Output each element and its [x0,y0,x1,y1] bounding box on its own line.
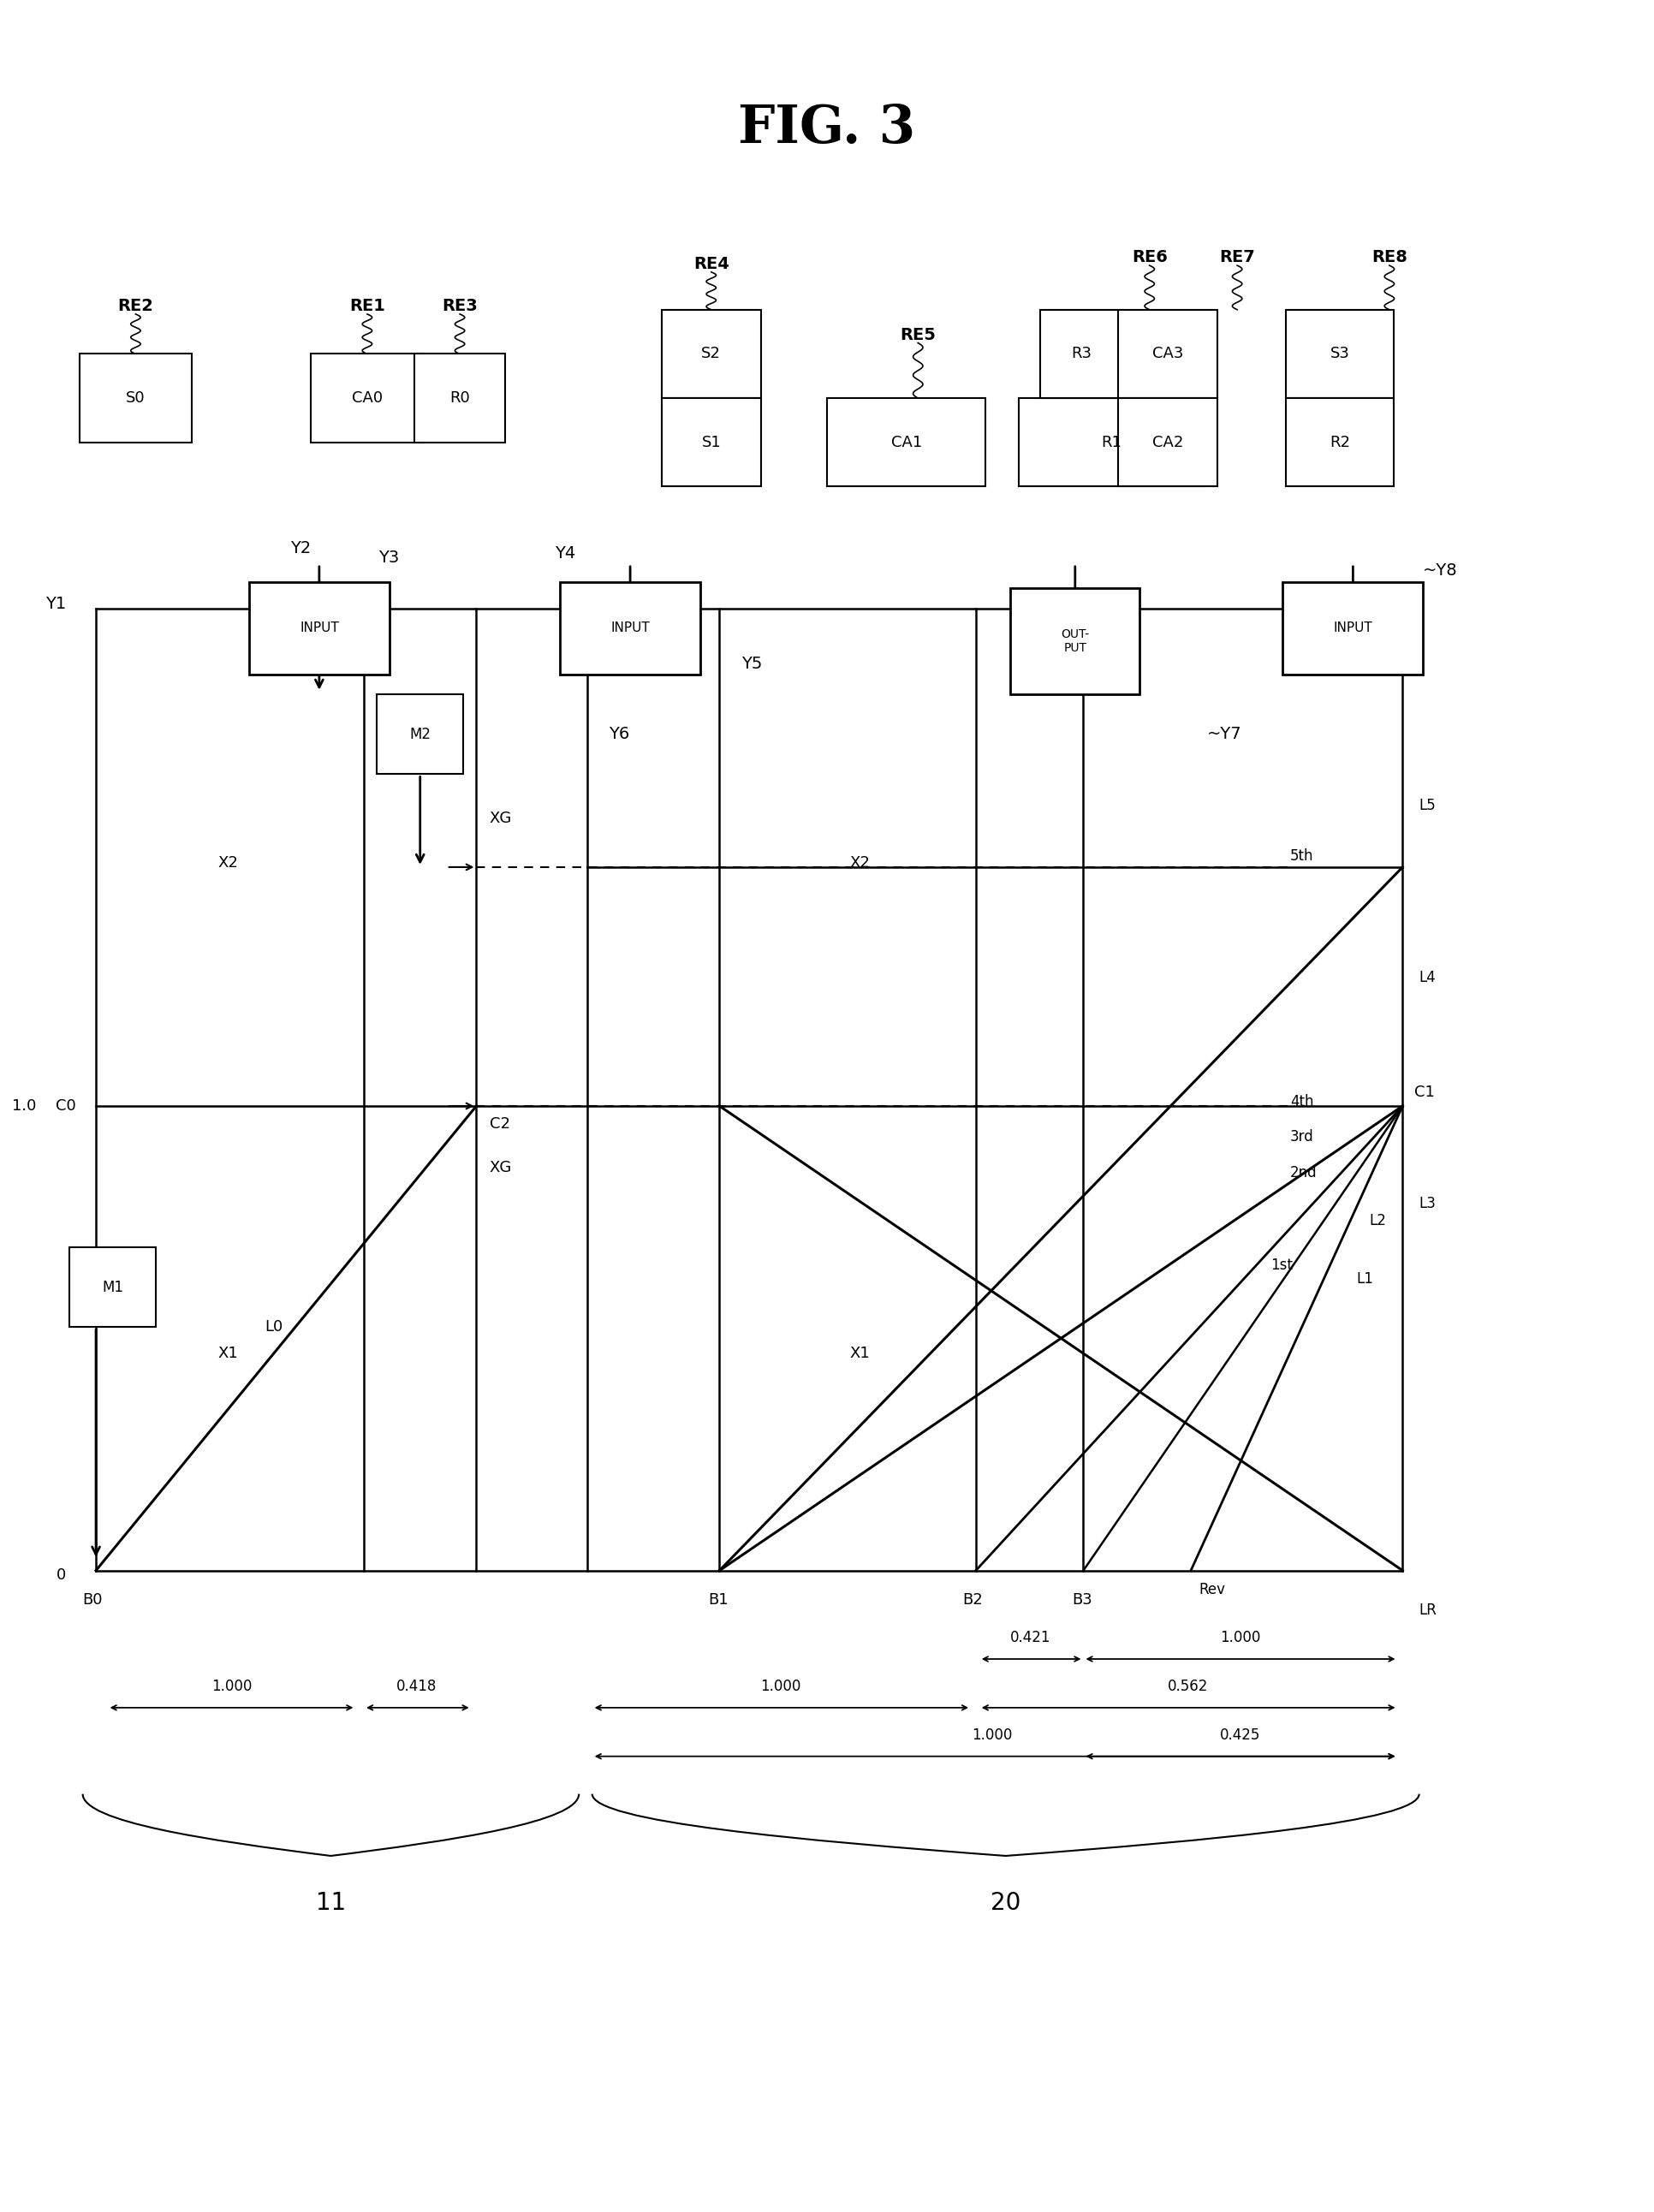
Text: 1.000: 1.000 [212,1679,251,1694]
Text: INPUT: INPUT [1333,622,1373,635]
Text: X1: X1 [850,1347,870,1360]
Text: Y5: Y5 [741,655,762,672]
Bar [1287,310,1393,398]
Bar [1284,582,1422,675]
Text: B1: B1 [708,1593,728,1608]
Text: S2: S2 [701,347,721,361]
Text: Y2: Y2 [291,540,311,557]
Text: RE1: RE1 [349,299,385,314]
Bar [79,354,192,442]
Text: R2: R2 [1330,436,1350,449]
Text: M2: M2 [410,728,430,741]
Text: 1.000: 1.000 [973,1728,1012,1743]
Text: X2: X2 [218,856,238,869]
Text: 0.425: 0.425 [1221,1728,1260,1743]
Text: C1: C1 [1414,1086,1434,1099]
Bar [662,398,761,487]
Text: INPUT: INPUT [610,622,650,635]
Text: S0: S0 [126,392,146,405]
Text: 5th: 5th [1290,849,1313,863]
Text: Y1: Y1 [45,595,66,613]
Text: 2nd: 2nd [1290,1166,1317,1179]
Text: Y4: Y4 [554,544,576,562]
Bar [1287,398,1393,487]
Text: X2: X2 [850,856,870,869]
Bar [1118,398,1217,487]
Text: S3: S3 [1330,347,1350,361]
Text: B3: B3 [1072,1593,1092,1608]
Text: RE6: RE6 [1131,250,1168,265]
Text: 4th: 4th [1290,1095,1313,1108]
Bar [69,1248,155,1327]
Text: 0.418: 0.418 [397,1679,437,1694]
Text: 0: 0 [56,1568,66,1582]
Text: Y6: Y6 [609,726,630,743]
Text: L4: L4 [1419,971,1436,984]
Text: M1: M1 [103,1281,122,1294]
Text: 1.000: 1.000 [761,1679,801,1694]
Text: RE4: RE4 [693,257,729,272]
Text: B2: B2 [963,1593,982,1608]
Text: RE8: RE8 [1371,250,1408,265]
Text: B0: B0 [83,1593,103,1608]
Bar [377,695,463,774]
Text: RE3: RE3 [442,299,478,314]
Text: L0: L0 [265,1321,283,1334]
Text: XG: XG [490,812,513,825]
Text: RE5: RE5 [900,327,936,343]
Text: INPUT: INPUT [299,622,339,635]
Text: CA2: CA2 [1153,436,1183,449]
Text: S1: S1 [701,436,721,449]
Bar [561,582,701,675]
Bar [311,354,423,442]
Text: L3: L3 [1419,1197,1436,1210]
Text: 0.421: 0.421 [1011,1630,1050,1646]
Text: Y3: Y3 [379,549,399,566]
Text: L2: L2 [1370,1214,1386,1228]
Text: X1: X1 [218,1347,238,1360]
Text: ~Y8: ~Y8 [1422,562,1457,580]
Bar [248,582,390,675]
Text: R0: R0 [450,392,470,405]
Bar [1040,310,1123,398]
Bar [662,310,761,398]
Text: RE2: RE2 [117,299,154,314]
Text: CA1: CA1 [892,436,921,449]
Text: Rev: Rev [1199,1582,1226,1597]
Text: 1st: 1st [1270,1259,1292,1272]
Text: 0.562: 0.562 [1168,1679,1207,1694]
Text: 1.0: 1.0 [12,1099,36,1113]
Text: CA3: CA3 [1153,347,1183,361]
Text: 3rd: 3rd [1290,1130,1313,1144]
Text: RE7: RE7 [1219,250,1255,265]
Bar [1019,398,1204,487]
Text: L5: L5 [1419,799,1436,812]
Text: C2: C2 [490,1117,509,1130]
Text: 11: 11 [316,1891,346,1916]
Text: LR: LR [1419,1604,1437,1617]
Text: 1.000: 1.000 [1221,1630,1260,1646]
Text: L1: L1 [1356,1272,1373,1285]
Bar [1011,588,1140,695]
Text: R3: R3 [1072,347,1092,361]
Bar [1118,310,1217,398]
Text: R1: R1 [1102,436,1121,449]
Text: OUT-
PUT: OUT- PUT [1060,628,1090,655]
Bar [827,398,986,487]
Text: CA0: CA0 [352,392,382,405]
Text: ~Y7: ~Y7 [1207,726,1242,743]
Text: XG: XG [490,1161,513,1175]
Text: 20: 20 [991,1891,1021,1916]
Text: C0: C0 [56,1099,76,1113]
Bar [414,354,506,442]
Text: FIG. 3: FIG. 3 [738,102,916,155]
